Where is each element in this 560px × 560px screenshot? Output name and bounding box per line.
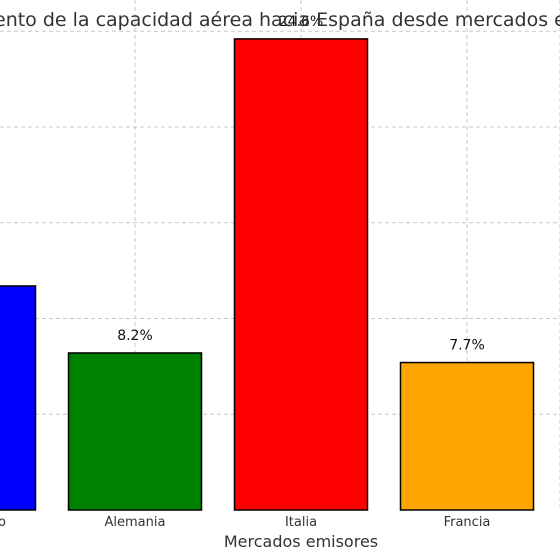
data-label-3: 7.7% <box>449 338 485 354</box>
bars <box>0 38 535 511</box>
x-tick-labels: o Alemania Italia Francia <box>0 515 490 530</box>
bar-1 <box>67 352 203 511</box>
bar-3 <box>399 361 535 511</box>
bar-2 <box>233 38 369 511</box>
x-tick-label-2: Italia <box>285 515 317 530</box>
data-labels: 8.2% 24.6% 7.7% <box>117 14 485 354</box>
chart-title: ento de la capacidad aérea hacia España … <box>0 9 560 31</box>
x-tick-label-0: o <box>0 515 6 530</box>
x-tick-label-3: Francia <box>444 515 491 530</box>
x-axis-label: Mercados emisores <box>224 532 378 551</box>
data-label-2: 24.6% <box>279 14 323 30</box>
x-tick-label-1: Alemania <box>105 515 166 530</box>
bar-0 <box>0 285 37 511</box>
data-label-1: 8.2% <box>117 328 153 344</box>
